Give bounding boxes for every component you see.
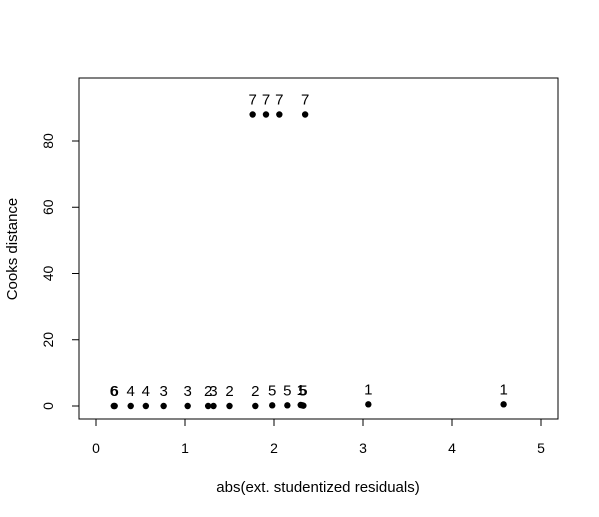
x-tick-label: 3 <box>359 440 367 456</box>
data-point <box>300 402 307 409</box>
point-label: 1 <box>364 381 372 398</box>
y-axis-label: Cooks distance <box>4 198 21 301</box>
x-tick-label: 5 <box>537 440 545 456</box>
x-axis: 0 1 2 3 4 5 <box>92 418 545 456</box>
point-label: 1 <box>297 382 305 399</box>
data-point <box>284 402 291 409</box>
y-tick-label: 20 <box>40 332 56 348</box>
data-point <box>204 402 212 410</box>
data-point <box>301 111 309 118</box>
x-tick-label: 4 <box>448 440 456 456</box>
point-label: 2 <box>251 383 259 400</box>
data-point <box>269 402 276 409</box>
point-label: 6 <box>110 383 118 400</box>
point-label: 2 <box>225 383 233 400</box>
data-point <box>184 402 191 410</box>
y-axis: 0 20 40 60 80 <box>40 133 80 410</box>
data-point <box>111 402 118 410</box>
data-point <box>276 111 283 118</box>
point-label: 2 <box>204 383 212 400</box>
point-label: 5 <box>298 382 306 399</box>
point-label: 6 <box>111 383 119 400</box>
point-label: 7 <box>262 92 270 109</box>
data-point <box>500 401 507 408</box>
point-label: 4 <box>127 383 135 400</box>
point-label: 3 <box>209 383 217 400</box>
data-points <box>110 111 507 410</box>
y-tick-label: 60 <box>40 199 56 215</box>
y-tick-label: 40 <box>40 266 56 282</box>
point-label: 7 <box>248 92 256 109</box>
point-label: 3 <box>159 383 167 400</box>
x-tick-label: 0 <box>92 440 100 456</box>
point-labels: 66 4 4 3 3 23 2 2 5 5 155 1 17 7 7 7 <box>110 92 508 401</box>
point-label: 7 <box>275 92 283 109</box>
point-label: 7 <box>301 92 309 109</box>
data-point <box>262 111 270 118</box>
x-tick-label: 1 <box>181 440 189 456</box>
y-tick-label: 80 <box>40 133 56 149</box>
plot-frame <box>78 77 559 420</box>
data-point <box>160 402 167 410</box>
data-point <box>252 402 259 410</box>
point-label: 5 <box>299 383 307 400</box>
point-label: 5 <box>268 382 276 399</box>
data-point <box>210 402 217 410</box>
x-axis-label: abs(ext. studentized residuals) <box>216 479 419 496</box>
data-point <box>127 402 134 410</box>
data-point <box>226 402 233 410</box>
x-tick-label: 2 <box>270 440 278 456</box>
data-point <box>365 401 372 408</box>
point-label: 5 <box>283 382 291 399</box>
y-tick-label: 0 <box>40 402 56 410</box>
data-point <box>249 111 256 118</box>
point-label: 3 <box>183 383 191 400</box>
data-point <box>142 402 150 410</box>
point-label: 4 <box>142 383 150 400</box>
point-label: 1 <box>499 381 507 398</box>
